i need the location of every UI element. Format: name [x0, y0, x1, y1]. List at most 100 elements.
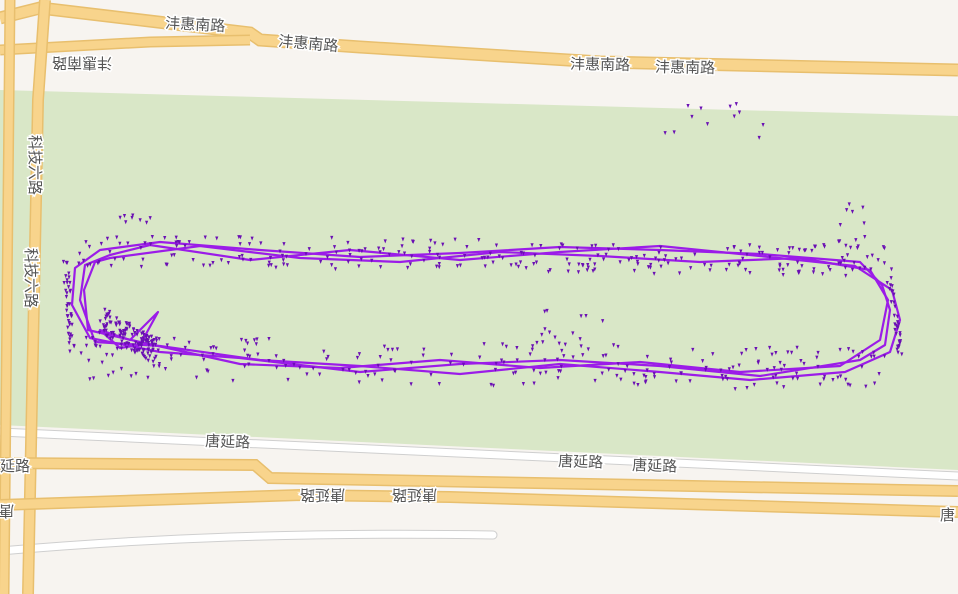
gps-point-icon	[606, 247, 611, 252]
gps-point-icon	[897, 339, 901, 344]
gps-point-icon	[433, 241, 437, 246]
gps-point-icon	[593, 378, 597, 383]
gps-point-icon	[354, 371, 358, 376]
gps-point-icon	[121, 336, 125, 341]
gps-point-icon	[799, 358, 803, 363]
gps-point-icon	[774, 350, 778, 355]
gps-point-icon	[429, 372, 433, 377]
gps-point-icon	[140, 339, 144, 344]
gps-point-icon	[524, 266, 528, 271]
gps-point-icon	[357, 380, 361, 385]
gps-point-icon	[267, 263, 271, 268]
gps-point-icon	[149, 350, 153, 355]
gps-point-icon	[896, 320, 900, 325]
gps-point-icon	[377, 246, 381, 251]
gps-point-icon	[105, 352, 109, 357]
gps-point-icon	[183, 345, 187, 350]
gps-point-icon	[146, 351, 150, 356]
gps-point-icon	[237, 235, 241, 240]
gps-point-icon	[797, 269, 801, 274]
gps-point-icon	[243, 364, 247, 369]
gps-point-icon	[861, 205, 865, 210]
gps-point-icon	[211, 352, 215, 357]
gps-point-icon	[890, 284, 894, 289]
gps-point-icon	[593, 262, 597, 267]
gps-point-icon	[795, 376, 800, 381]
gps-point-icon	[211, 261, 215, 266]
gps-point-icon	[770, 352, 774, 357]
gps-point-icon	[500, 342, 505, 347]
gps-point-icon	[274, 354, 278, 359]
gps-point-icon	[68, 289, 72, 294]
gps-point-icon	[720, 373, 724, 378]
gps-point-icon	[65, 280, 69, 285]
gps-point-icon	[131, 327, 136, 332]
gps-point-icon	[486, 255, 490, 260]
gps-point-icon	[893, 322, 897, 327]
gps-point-icon	[586, 263, 590, 268]
gps-point-icon	[93, 339, 97, 344]
gps-point-icon	[504, 344, 508, 349]
gps-point-icon	[88, 377, 92, 382]
gps-point-icon	[448, 361, 453, 366]
gps-point-icon	[284, 254, 289, 259]
gps-point-icon	[530, 243, 534, 248]
gps-point-icon	[604, 252, 608, 257]
gps-point-icon	[238, 242, 242, 247]
gps-point-icon	[141, 330, 146, 335]
gps-point-icon	[131, 213, 135, 218]
gps-point-icon	[114, 321, 118, 326]
gps-point-icon	[191, 258, 195, 263]
gps-point-icon	[848, 245, 853, 250]
gps-point-icon	[267, 359, 271, 364]
gps-point-icon	[545, 308, 549, 313]
gps-point-icon	[409, 382, 413, 387]
gps-point-icon	[84, 343, 89, 348]
gps-point-icon	[370, 258, 374, 263]
gps-point-icon	[211, 345, 216, 350]
gps-point-icon	[103, 316, 108, 321]
gps-point-icon	[122, 213, 127, 218]
gps-point-icon	[108, 315, 112, 320]
gps-point-icon	[869, 267, 873, 272]
gps-point-icon	[892, 292, 896, 297]
gps-point-icon	[738, 261, 742, 266]
gps-point-icon	[449, 352, 454, 357]
gps-point-icon	[256, 352, 260, 357]
gps-point-icon	[813, 244, 817, 249]
gps-track-spike	[98, 310, 160, 350]
gps-point-icon	[325, 255, 330, 260]
gps-point-icon	[84, 335, 88, 340]
gps-point-icon	[400, 244, 404, 249]
road-label-tangyan: 唐	[0, 502, 14, 520]
gps-point-icon	[725, 247, 730, 252]
gps-point-icon	[156, 348, 160, 353]
gps-point-icon	[757, 250, 762, 255]
road-label-fenghui-mirror: 沣惠南路	[52, 54, 112, 72]
gps-point-icon	[363, 247, 367, 252]
gps-point-icon	[133, 331, 137, 336]
gps-point-icon	[666, 261, 670, 266]
gps-point-icon	[882, 261, 887, 266]
gps-point-icon	[103, 307, 107, 312]
gps-point-icon	[491, 260, 495, 265]
gps-point-icon	[779, 367, 783, 372]
gps-point-icon	[144, 338, 148, 343]
gps-point-icon	[818, 382, 822, 387]
gps-point-icon	[123, 342, 127, 347]
gps-point-icon	[147, 347, 151, 352]
gps-point-icon	[754, 347, 758, 352]
gps-point-icon	[437, 265, 441, 270]
gps-point-icon	[727, 367, 731, 372]
gps-point-icon	[627, 258, 631, 263]
gps-point-icon	[664, 254, 668, 259]
gps-point-icon	[67, 271, 71, 276]
gps-point-icon	[389, 358, 393, 363]
gps-point-icon	[482, 255, 487, 260]
gps-point-icon	[392, 368, 396, 373]
gps-point-icon	[147, 335, 151, 340]
gps-point-icon	[105, 236, 110, 241]
gps-point-icon	[768, 345, 772, 350]
